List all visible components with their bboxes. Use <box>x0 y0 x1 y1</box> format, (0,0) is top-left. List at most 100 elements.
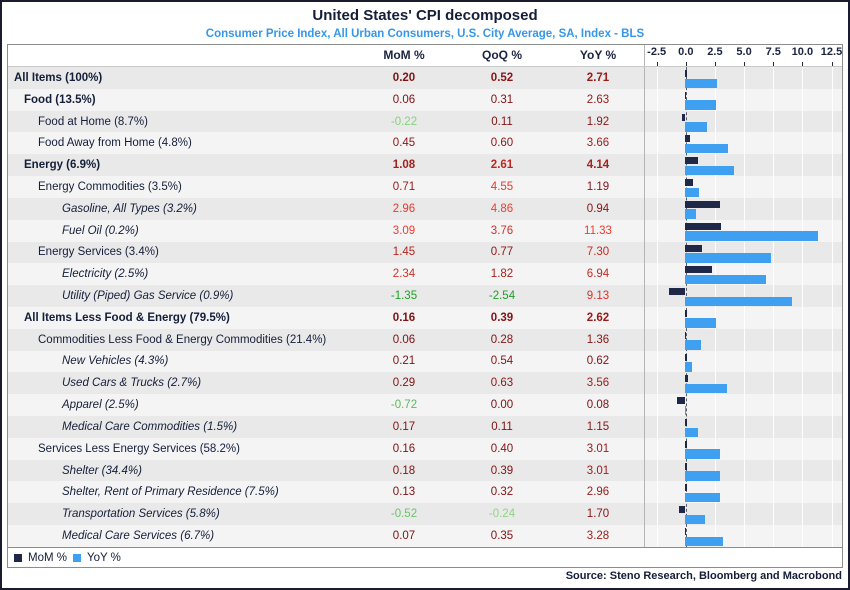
row-chart-cell <box>644 285 842 307</box>
table-row: Transportation Services (5.8%) -0.52 -0.24… <box>8 503 842 526</box>
yoy-value: 0.94 <box>586 202 610 215</box>
mom-value: 2.34 <box>392 268 416 281</box>
mom-value: 0.13 <box>392 486 416 499</box>
table-header: MoM % QoQ % YoY % -2.5 0.0 2.5 5.0 7.5 10.0 12… <box>8 45 842 67</box>
qoq-value: 0.39 <box>490 311 514 324</box>
row-chart-cell <box>644 481 842 503</box>
yoy-bar <box>685 253 771 263</box>
table-row: Gasoline, All Types (3.2%) 2.96 4.86 0.94 <box>8 197 842 220</box>
legend-label-mom: MoM % <box>28 551 67 564</box>
mom-bar <box>685 484 687 492</box>
row-chart-cell <box>644 460 842 482</box>
yoy-bar <box>685 231 818 241</box>
column-header-yoy: YoY % <box>579 48 617 62</box>
yoy-value: 3.28 <box>586 529 610 542</box>
mom-bar <box>678 506 685 514</box>
table-row: Food at Home (8.7%) -0.22 0.11 1.92 <box>8 110 842 133</box>
row-label: All Items (100%) <box>14 71 103 84</box>
mom-value: -1.35 <box>390 290 418 303</box>
qoq-value: 0.77 <box>490 246 514 259</box>
mom-bar <box>685 462 688 470</box>
row-label: Transportation Services (5.8%) <box>62 508 220 521</box>
mom-bar <box>682 113 685 121</box>
mom-value: 2.96 <box>392 202 416 215</box>
row-chart-cell <box>644 307 842 329</box>
yoy-value: 7.30 <box>586 246 610 259</box>
legend-swatch-mom <box>14 553 22 562</box>
yoy-value: 2.62 <box>586 311 610 324</box>
mom-bar <box>685 309 687 317</box>
legend-label-yoy: YoY % <box>86 551 121 564</box>
axis-tick-mark <box>802 62 804 66</box>
qoq-value: 0.54 <box>490 355 514 368</box>
row-chart-cell <box>644 372 842 394</box>
mom-value: 3.09 <box>392 224 416 237</box>
qoq-value: 0.39 <box>490 464 514 477</box>
row-label: Energy Services (3.4%) <box>38 246 159 259</box>
row-label: Used Cars & Trucks (2.7%) <box>62 377 202 390</box>
yoy-bar <box>685 536 724 547</box>
row-label: Fuel Oil (0.2%) <box>62 224 139 237</box>
row-label: Commodities Less Food & Energy Commoditi… <box>38 333 327 346</box>
yoy-bar <box>685 514 705 525</box>
row-chart-cell <box>644 176 842 198</box>
row-label: All Items Less Food & Energy (79.5%) <box>24 311 230 324</box>
mom-value: 0.16 <box>392 311 416 324</box>
mom-value: 1.08 <box>392 159 416 172</box>
qoq-value: 0.52 <box>490 71 514 84</box>
table-row: Medical Care Services (6.7%) 0.07 0.35 3.28 <box>8 525 842 547</box>
axis-tick-label: 7.5 <box>765 46 781 58</box>
yoy-bar <box>685 143 728 154</box>
yoy-bar <box>685 122 708 132</box>
mom-bar <box>685 179 694 187</box>
yoy-value: 0.08 <box>586 399 610 412</box>
row-chart-cell <box>644 242 842 264</box>
chart-legend: MoM % YoY % <box>8 547 842 567</box>
mom-value: 0.20 <box>392 71 416 84</box>
yoy-value: 2.96 <box>586 486 610 499</box>
column-header-qoq: QoQ % <box>481 48 522 62</box>
yoy-bar <box>685 427 699 437</box>
row-chart-cell <box>644 394 842 416</box>
yoy-value: 2.63 <box>586 93 610 106</box>
yoy-value: 3.01 <box>586 464 610 477</box>
qoq-value: 4.55 <box>490 180 514 193</box>
table-body: All Items (100%) 0.20 0.52 2.71 Food (13.5%)… <box>8 67 842 547</box>
axis-tick-label: -2.5 <box>647 46 667 58</box>
table-row: Food Away from Home (4.8%) 0.45 0.60 3.66 <box>8 132 842 155</box>
yoy-value: 1.92 <box>586 115 610 128</box>
mom-bar <box>685 222 722 230</box>
qoq-value: 0.31 <box>490 93 514 106</box>
mom-bar <box>685 244 702 252</box>
mom-bar <box>685 200 720 208</box>
qoq-value: 0.32 <box>490 486 514 499</box>
row-label: Apparel (2.5%) <box>62 399 139 412</box>
table-row: Medical Care Commodities (1.5%) 0.17 0.11 1… <box>8 416 842 438</box>
row-chart-cell <box>644 351 842 373</box>
row-label: Energy (6.9%) <box>24 159 101 172</box>
row-label: Food (13.5%) <box>24 93 96 106</box>
row-label: Medical Care Services (6.7%) <box>62 529 215 542</box>
row-chart-cell <box>644 154 842 176</box>
row-chart-cell <box>644 111 842 133</box>
qoq-value: 3.76 <box>490 224 514 237</box>
row-label: Food Away from Home (4.8%) <box>38 137 192 150</box>
row-label: Shelter (34.4%) <box>62 464 142 477</box>
mom-value: -0.22 <box>390 115 418 128</box>
table-row: All Items (100%) 0.20 0.52 2.71 <box>8 67 842 89</box>
mom-value: 0.21 <box>392 355 416 368</box>
qoq-value: 2.61 <box>490 159 514 172</box>
chart-subtitle: Consumer Price Index, All Urban Consumer… <box>205 28 645 40</box>
row-chart-cell <box>644 438 842 460</box>
qoq-value: 0.00 <box>490 399 514 412</box>
table-row: Electricity (2.5%) 2.34 1.82 6.94 <box>8 263 842 286</box>
chart-title: United States' CPI decomposed <box>312 7 538 24</box>
mom-bar <box>685 331 686 339</box>
yoy-bar <box>685 471 721 481</box>
source-text: Source: Steno Research, Bloomberg and Ma… <box>565 570 842 582</box>
yoy-bar <box>685 340 701 350</box>
yoy-bar <box>685 383 727 394</box>
yoy-value: 3.01 <box>586 442 610 455</box>
row-chart-cell <box>644 67 842 89</box>
